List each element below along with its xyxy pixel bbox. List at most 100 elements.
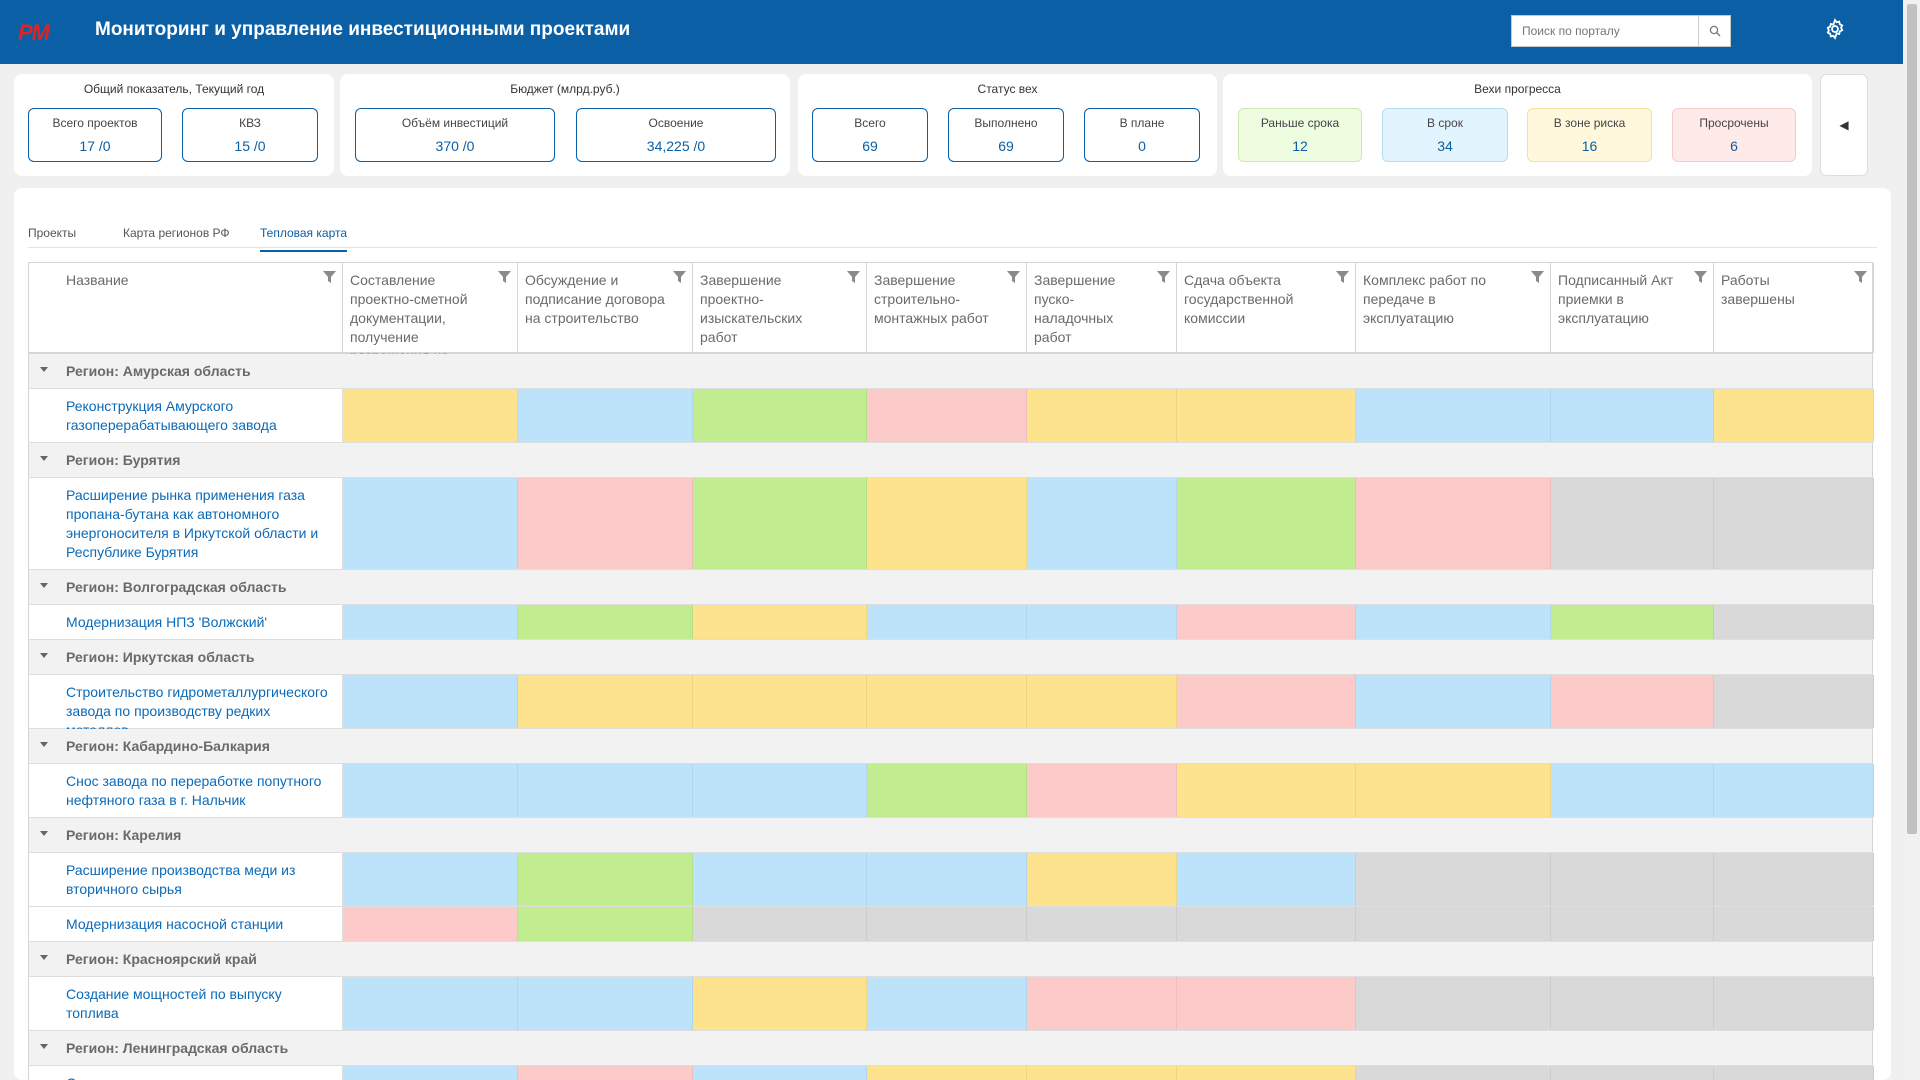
project-link[interactable]: Реконструкция Амурского газоперерабатыва… [29,389,343,442]
heatmap-cell[interactable] [518,605,693,639]
heatmap-cell[interactable] [518,977,693,1030]
heatmap-cell[interactable] [1551,478,1714,569]
search-input[interactable] [1512,16,1698,46]
column-header[interactable]: Обсуждение и подписание договора на стро… [518,263,693,353]
heatmap-cell[interactable] [1551,675,1714,728]
heatmap-cell[interactable] [1177,1066,1356,1080]
group-row[interactable]: Регион: Амурская область [28,354,1873,389]
group-row[interactable]: Регион: Бурятия [28,443,1873,478]
heatmap-cell[interactable] [1551,605,1714,639]
heatmap-cell[interactable] [1356,977,1551,1030]
project-link[interactable]: Создание мощностей по выпуску топлива [29,977,343,1030]
heatmap-cell[interactable] [1551,977,1714,1030]
tab-projects[interactable]: Проекты [28,226,77,240]
heatmap-cell[interactable] [693,764,867,817]
kpi-card-early[interactable]: Раньше срока 12 [1238,108,1362,162]
heatmap-cell[interactable] [1714,605,1874,639]
tab-regions-map[interactable]: Карта регионов РФ [123,226,230,240]
heatmap-cell[interactable] [1027,389,1177,442]
heatmap-cell[interactable] [518,907,693,941]
heatmap-cell[interactable] [1027,675,1177,728]
search-button[interactable] [1698,16,1730,46]
heatmap-cell[interactable] [1551,907,1714,941]
column-header[interactable]: Составление проектно-сметной документаци… [343,263,518,383]
heatmap-cell[interactable] [1714,907,1874,941]
heatmap-cell[interactable] [867,977,1027,1030]
column-header[interactable]: Завершение строительно-монтажных работ [867,263,1027,353]
kpi-card-investment[interactable]: Объём инвестиций 370 /0 [355,108,555,162]
heatmap-cell[interactable] [1027,907,1177,941]
heatmap-cell[interactable] [343,478,518,569]
heatmap-cell[interactable] [693,605,867,639]
heatmap-cell[interactable] [1027,853,1177,906]
heatmap-cell[interactable] [1714,389,1874,442]
group-row[interactable]: Регион: Иркутская область [28,640,1873,675]
filter-icon[interactable] [1007,271,1020,284]
heatmap-cell[interactable] [1356,675,1551,728]
page-scrollbar[interactable] [1903,0,1920,1080]
column-header[interactable]: Название [29,263,343,353]
heatmap-cell[interactable] [867,907,1027,941]
caret-down-icon[interactable] [40,742,48,747]
heatmap-cell[interactable] [693,675,867,728]
heatmap-cell[interactable] [518,1066,693,1080]
heatmap-cell[interactable] [343,605,518,639]
filter-icon[interactable] [673,271,686,284]
heatmap-cell[interactable] [1714,478,1874,569]
heatmap-cell[interactable] [1356,478,1551,569]
filter-icon[interactable] [323,271,336,284]
kpi-card-development[interactable]: Освоение 34,225 /0 [576,108,776,162]
filter-icon[interactable] [1336,271,1349,284]
kpi-card-overdue[interactable]: Просрочены 6 [1672,108,1796,162]
kpi-card-status-total[interactable]: Всего 69 [812,108,928,162]
caret-down-icon[interactable] [40,653,48,658]
heatmap-cell[interactable] [693,853,867,906]
heatmap-cell[interactable] [867,1066,1027,1080]
group-row[interactable]: Регион: Красноярский край [28,942,1873,977]
caret-down-icon[interactable] [40,1044,48,1049]
filter-icon[interactable] [498,271,511,284]
heatmap-cell[interactable] [343,853,518,906]
project-link[interactable]: Строительство [29,1066,343,1080]
column-header[interactable]: Завершение пуско-наладочных работ [1027,263,1177,353]
project-link[interactable]: Модернизация насосной станции [29,907,343,941]
heatmap-cell[interactable] [1551,764,1714,817]
heatmap-cell[interactable] [1551,389,1714,442]
heatmap-cell[interactable] [693,1066,867,1080]
column-header[interactable]: Завершение проектно-изыскательских работ [693,263,867,353]
heatmap-cell[interactable] [1027,478,1177,569]
heatmap-cell[interactable] [867,389,1027,442]
heatmap-cell[interactable] [1177,478,1356,569]
heatmap-cell[interactable] [1356,764,1551,817]
project-link[interactable]: Снос завода по переработке попутного неф… [29,764,343,817]
caret-down-icon[interactable] [40,456,48,461]
heatmap-cell[interactable] [518,389,693,442]
kpi-card-risk[interactable]: В зоне риска 16 [1527,108,1652,162]
heatmap-cell[interactable] [1177,853,1356,906]
heatmap-cell[interactable] [1714,675,1874,728]
heatmap-cell[interactable] [343,389,518,442]
heatmap-cell[interactable] [693,907,867,941]
settings-button[interactable] [1823,17,1847,41]
group-row[interactable]: Регион: Кабардино-Балкария [28,729,1873,764]
heatmap-cell[interactable] [693,478,867,569]
heatmap-cell[interactable] [1027,605,1177,639]
heatmap-cell[interactable] [1027,1066,1177,1080]
heatmap-cell[interactable] [1356,853,1551,906]
column-header[interactable]: Сдача объекта государственной комиссии [1177,263,1356,353]
scrollbar-thumb[interactable] [1907,4,1917,834]
heatmap-cell[interactable] [1177,907,1356,941]
column-header[interactable]: Комплекс работ по передаче в эксплуатаци… [1356,263,1551,353]
heatmap-cell[interactable] [1177,675,1356,728]
column-header[interactable]: Подписанный Акт приемки в эксплуатацию [1551,263,1714,353]
caret-down-icon[interactable] [40,583,48,588]
heatmap-cell[interactable] [1714,1066,1874,1080]
heatmap-cell[interactable] [343,907,518,941]
heatmap-cell[interactable] [518,478,693,569]
kpi-card-status-planned[interactable]: В плане 0 [1084,108,1200,162]
heatmap-cell[interactable] [1714,977,1874,1030]
heatmap-cell[interactable] [343,675,518,728]
project-link[interactable]: Расширение рынка применения газа пропана… [29,478,343,569]
heatmap-cell[interactable] [693,977,867,1030]
filter-icon[interactable] [1531,271,1544,284]
